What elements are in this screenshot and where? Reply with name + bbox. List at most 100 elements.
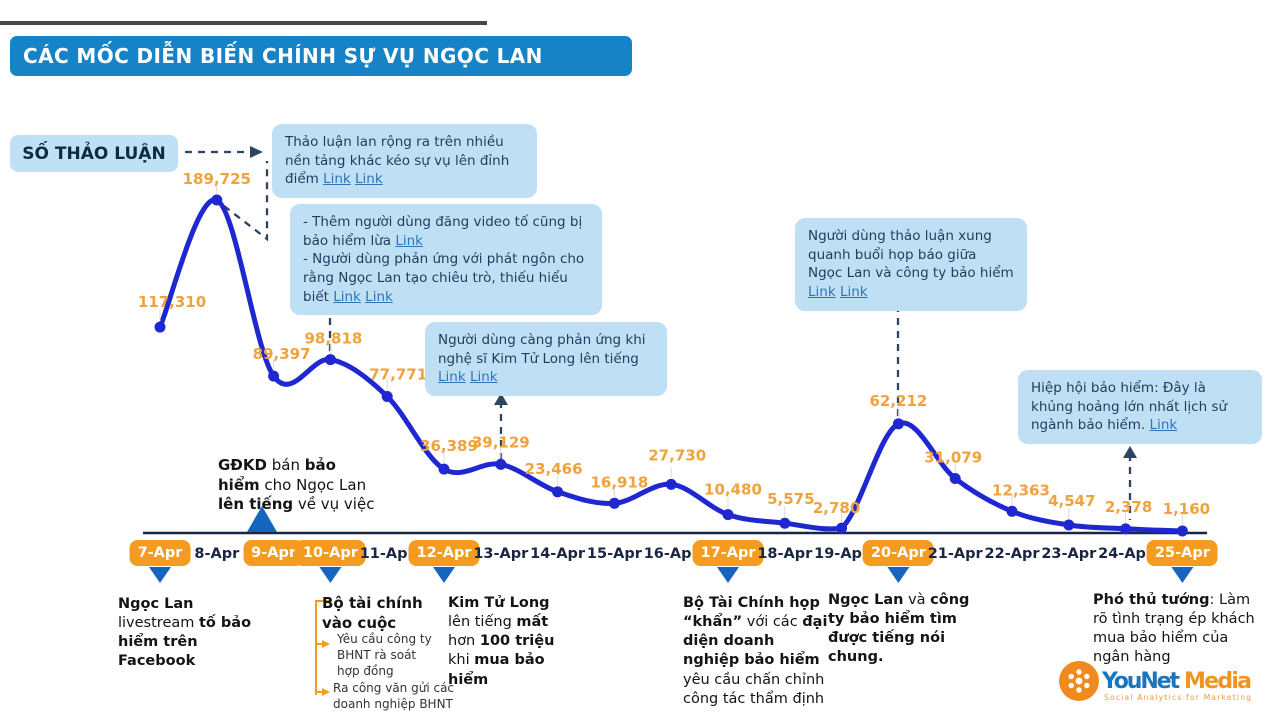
text-segment: hơn [448, 633, 480, 650]
text-segment: yêu cầu chấn chỉnh công tác thẩm định [683, 671, 825, 707]
data-point [892, 418, 904, 430]
value-label: 77,771 [369, 366, 427, 384]
text-segment: Người dùng càng phản ứng khi nghệ sĩ Kim… [438, 332, 646, 367]
data-point [381, 391, 393, 403]
callout-user-videos: - Thêm người dùng đăng video tố cũng bị … [290, 204, 602, 316]
data-point [836, 522, 848, 534]
value-label: 5,575 [767, 490, 814, 508]
data-point [1063, 519, 1075, 531]
value-label: 39,129 [472, 433, 530, 451]
date-label-15-apr: 15-Apr [586, 546, 642, 562]
text-segment: lên tiếng [218, 495, 294, 513]
value-label: 31,079 [924, 448, 982, 466]
date-label-18-apr: 18-Apr [757, 546, 813, 562]
link[interactable]: Link [333, 288, 361, 305]
value-label: 16,918 [590, 473, 648, 491]
date-chip-10-apr: 10-Apr [294, 540, 366, 566]
data-point [665, 478, 677, 490]
annotation-gdkd: GĐKD bán bảo hiểm cho Ngọc Lan lên tiếng… [218, 456, 376, 515]
date-label-22-apr: 22-Apr [984, 546, 1040, 562]
value-label: 62,212 [869, 392, 927, 410]
event-12-apr: Kim Tử Long lên tiếng mất hơn 100 triệu … [448, 594, 576, 690]
event-down-arrow-icon [717, 567, 739, 583]
date-label-24-apr: 24-Apr [1098, 546, 1154, 562]
link[interactable]: Link [469, 369, 498, 386]
data-point [722, 509, 734, 521]
text-segment: Ngọc Lan [828, 592, 904, 608]
event-17-apr: Bộ Tài Chính họp “khẩn” với các đại diện… [683, 594, 828, 709]
link[interactable]: Link [323, 171, 351, 188]
data-point [1176, 525, 1188, 537]
text-segment: công ty bảo hiểm tìm được tiếng nói chun… [828, 592, 970, 666]
date-chip-9-apr: 9-Apr [243, 540, 305, 566]
text-segment: và [903, 592, 931, 608]
value-label: 2,780 [813, 499, 860, 517]
event-7-apr: Ngọc Lan livestream tố bảo hiểm trên Fac… [118, 595, 270, 672]
arrow-up-icon [494, 393, 508, 405]
discussion-trend-line [157, 197, 1185, 534]
link[interactable]: Link [1149, 417, 1178, 434]
text-segment: Người dùng thảo luận xung quanh buổi họp… [808, 228, 1014, 282]
date-chip-12-apr: 12-Apr [408, 540, 480, 566]
text-segment: với các [742, 614, 803, 631]
text-segment: GĐKD [218, 456, 267, 474]
page-title: CÁC MỐC DIỄN BIẾN CHÍNH SỰ VỤ NGỌC LAN [10, 36, 632, 76]
text-segment: : Làm rõ tình trạng ép khách mua bảo hiể… [1093, 592, 1255, 666]
text-segment: tố bảo hiểm trên Facebook [118, 615, 252, 670]
text-segment: livestream [118, 615, 199, 632]
date-chip-25-apr: 25-Apr [1146, 540, 1218, 566]
date-label-8-apr: 8-Apr [194, 546, 240, 562]
link[interactable]: Link [395, 232, 423, 249]
link[interactable]: Link [839, 283, 868, 300]
link[interactable]: Link [438, 369, 466, 386]
event-20-apr: Ngọc Lan và công ty bảo hiểm tìm được ti… [828, 591, 986, 668]
link[interactable]: Link [355, 171, 383, 188]
logo-dots-icon [1068, 669, 1090, 693]
value-label: 10,480 [704, 481, 762, 499]
event-down-arrow-icon [319, 567, 342, 583]
text-segment: Phó thủ tướng [1093, 592, 1210, 608]
value-label: 189,725 [183, 170, 251, 188]
arrow-up-icon [1123, 446, 1137, 458]
text-segment: Hiệp hội bảo hiểm: Đây là khủng hoảng lớ… [1031, 380, 1228, 434]
date-label-14-apr: 14-Apr [530, 546, 586, 562]
data-point [268, 370, 280, 382]
link[interactable]: Link [808, 283, 836, 300]
link[interactable]: Link [365, 288, 393, 305]
date-label-19-apr: 19-Apr [814, 546, 870, 562]
top-border-line [0, 21, 487, 25]
event-down-arrow-icon [149, 567, 171, 583]
text-segment: Kim Tử Long [448, 595, 550, 611]
connector-dashed-line [223, 161, 269, 242]
logo-tagline: Social Analytics for Marketing [1104, 693, 1252, 702]
value-label: 2,378 [1105, 498, 1152, 516]
data-point [949, 472, 961, 484]
bracket-line [315, 600, 329, 695]
value-label: 36,389 [420, 437, 478, 455]
value-label: 23,466 [525, 460, 583, 478]
text-segment: - Người dùng phản ứng với phát ngôn cho … [303, 251, 585, 305]
text-segment: mua bảo hiểm [448, 652, 545, 688]
data-point [438, 463, 450, 475]
value-label: 117,310 [138, 293, 206, 311]
arrow-right-icon [322, 688, 330, 696]
date-chip-17-apr: 17-Apr [692, 540, 764, 566]
text-segment: Ngọc Lan [118, 596, 194, 612]
text-segment: bán [266, 456, 305, 474]
event-down-arrow-icon [887, 567, 910, 583]
event-10-apr-sub-item: Yêu cầu công ty BHNT rà soát hợp đồng [337, 632, 432, 679]
value-label: 12,363 [992, 481, 1050, 499]
text-segment: đại diện doanh nghiệp bảo hiểm [683, 614, 828, 669]
data-point [552, 486, 564, 498]
event-10-apr: Bộ tài chính vào cuộc [322, 594, 452, 634]
text-segment: lên tiếng [448, 614, 517, 631]
y-axis-label: SỐ THẢO LUẬN [10, 135, 178, 172]
text-segment: khi [448, 652, 475, 669]
data-point [324, 354, 336, 366]
text-segment: về vụ việc [293, 495, 375, 513]
callout-peak-spread: Thảo luận lan rộng ra trên nhiều nền tản… [272, 124, 537, 198]
text-segment: Bộ Tài Chính họp “khẩn” [683, 595, 820, 631]
